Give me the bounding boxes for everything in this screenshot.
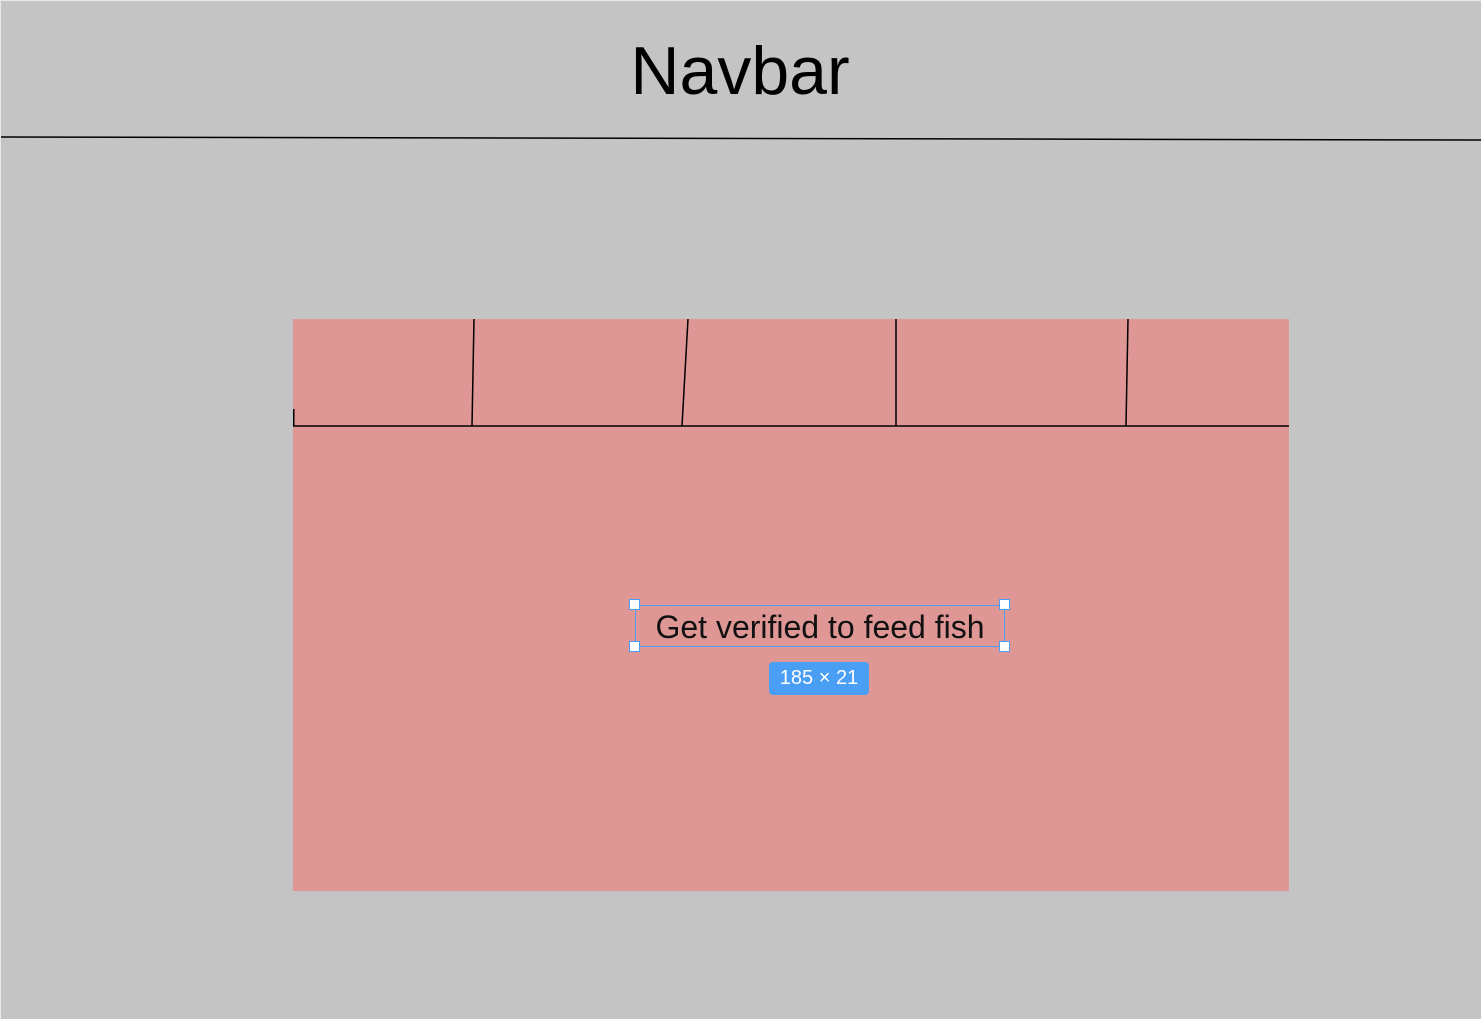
resize-handle-bottom-right[interactable]	[999, 641, 1010, 652]
dimension-badge: 185 × 21	[769, 662, 869, 695]
tab-cell-3[interactable]	[685, 319, 896, 425]
selection-outline	[635, 605, 1005, 647]
navbar-title: Navbar	[630, 33, 850, 109]
tab-cell-1[interactable]	[293, 319, 473, 425]
tab-cell-4[interactable]	[896, 319, 1127, 425]
tab-strip	[293, 319, 1289, 427]
resize-handle-bottom-left[interactable]	[629, 641, 640, 652]
verification-text[interactable]: Get verified to feed fish	[655, 609, 985, 645]
tab-cell-2[interactable]	[473, 319, 685, 425]
tab-cell-5[interactable]	[1127, 319, 1289, 425]
resize-handle-top-left[interactable]	[629, 599, 640, 610]
navbar[interactable]: Navbar	[1, 1, 1481, 138]
resize-handle-top-right[interactable]	[999, 599, 1010, 610]
selected-text-layer[interactable]: Get verified to feed fish	[629, 599, 1010, 652]
